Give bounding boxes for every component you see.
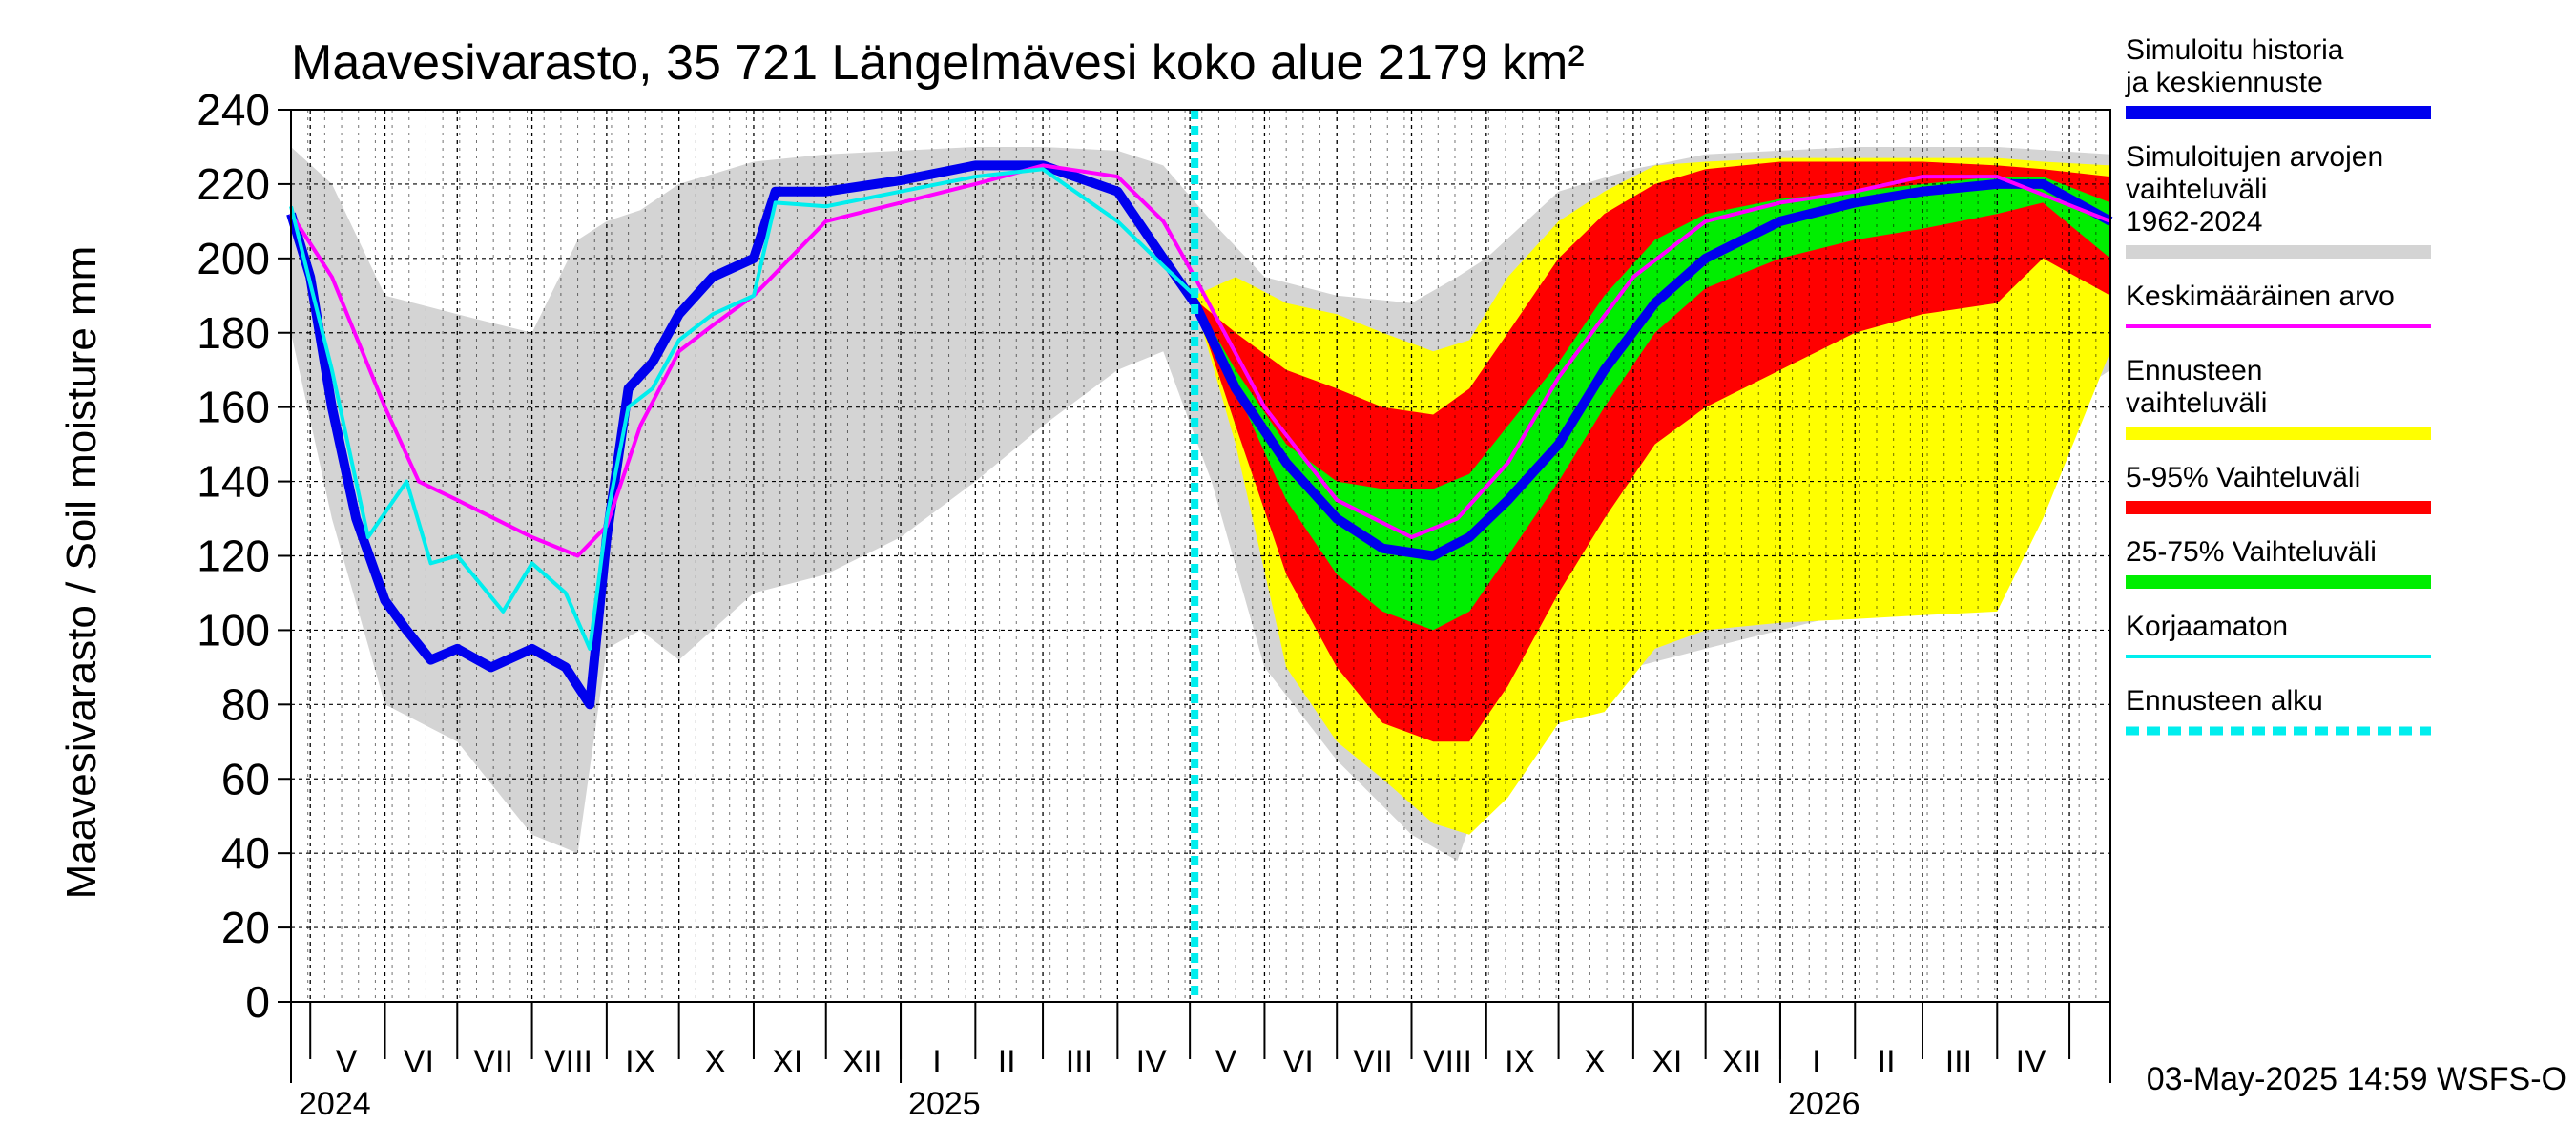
y-tick-label: 140 [197,457,270,507]
x-month-label: V [336,1044,358,1080]
series-line-3 [289,167,1196,651]
plot-area [286,109,2113,1003]
x-month-label: III [1945,1044,1972,1080]
x-month-label: XII [1722,1044,1762,1080]
x-month-label: IV [1136,1044,1167,1080]
y-tick-label: 200 [197,234,270,283]
y-tick-label: 180 [197,308,270,358]
x-month-label: III [1066,1044,1092,1080]
legend-label-2: vaihteluväli [2126,174,2267,205]
x-month-label: VIII [1423,1044,1472,1080]
x-month-label: XII [842,1044,883,1080]
legend-label-5: 5-95% Vaihteluväli [2126,462,2360,493]
y-tick-label: 60 [221,754,270,803]
y-tick-label: 100 [197,605,270,655]
x-year-label: 2026 [1788,1086,1860,1122]
x-year-label: 2025 [908,1086,981,1122]
legend-label-4: vaihteluväli [2126,387,2267,419]
x-month-label: X [704,1044,726,1080]
series-line-1 [286,160,2113,710]
y-axis-label: Maavesivarasto / Soil moisture mm [58,246,105,900]
x-year-label: 2024 [299,1086,371,1122]
x-month-label: VI [1283,1044,1314,1080]
legend-label-1: ja keskiennuste [2125,67,2323,98]
y-tick-label: 160 [197,383,270,432]
y-tick-label: 20 [221,903,270,952]
x-month-label: VII [1353,1044,1393,1080]
y-tick-label: 0 [245,977,270,1027]
x-month-label: II [998,1044,1016,1080]
legend-label-7: Korjaamaton [2126,611,2288,642]
x-month-label: VIII [544,1044,592,1080]
x-month-label: VII [473,1044,513,1080]
x-month-label: IX [1505,1044,1535,1080]
legend-label-2: Simuloitujen arvojen [2126,141,2383,173]
x-month-label: XI [1652,1044,1682,1080]
y-tick-label: 220 [197,159,270,209]
legend-label-8: Ennusteen alku [2126,685,2323,717]
x-month-label: I [932,1044,941,1080]
y-tick-label: 40 [221,828,270,878]
x-month-label: V [1215,1044,1237,1080]
x-month-label: IV [2016,1044,2046,1080]
legend-label-1: Simuloitu historia [2126,34,2344,66]
legend-label-3: Keskimääräinen arvo [2126,281,2395,312]
x-month-label: X [1584,1044,1606,1080]
y-tick-label: 240 [197,85,270,135]
x-month-label: IX [625,1044,655,1080]
x-month-label: XI [772,1044,802,1080]
x-month-label: II [1878,1044,1896,1080]
legend-label-4: Ennusteen [2126,355,2262,386]
y-tick-label: 120 [197,531,270,581]
legend-label-6: 25-75% Vaihteluväli [2126,536,2377,568]
chart-title: Maavesivarasto, 35 721 Längelmävesi koko… [291,35,1585,91]
legend-label-2: 1962-2024 [2126,206,2262,238]
series-line-2 [289,163,2111,558]
footer-timestamp: 03-May-2025 14:59 WSFS-O [2147,1061,2566,1097]
band-4 [1195,177,2110,631]
x-month-label: VI [404,1044,434,1080]
y-tick-label: 80 [221,679,270,729]
x-month-label: I [1812,1044,1820,1080]
